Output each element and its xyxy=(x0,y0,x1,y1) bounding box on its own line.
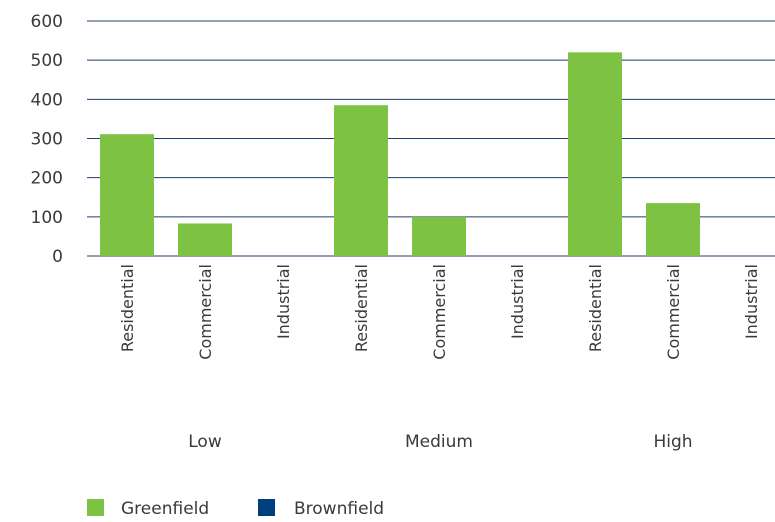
bar-greenfield-medium-residential xyxy=(334,105,388,256)
bar-greenfield-high-residential xyxy=(568,52,622,257)
category-label: Commercial xyxy=(664,264,683,360)
group-label: High xyxy=(653,432,692,452)
y-tick-label: 100 xyxy=(31,208,63,228)
bar-greenfield-medium-commercial xyxy=(412,216,466,256)
y-tick-label: 200 xyxy=(31,169,63,189)
category-label: Residential xyxy=(586,264,605,352)
y-tick-label: 600 xyxy=(31,12,63,32)
category-label: Industrial xyxy=(508,264,527,339)
category-label: Commercial xyxy=(196,264,215,360)
y-tick-label: 0 xyxy=(52,247,63,267)
category-label: Industrial xyxy=(742,264,761,339)
bar-greenfield-low-residential xyxy=(100,134,154,256)
gridlines xyxy=(87,20,775,257)
y-tick-label: 500 xyxy=(31,51,63,71)
category-labels: Residential Commercial Industrial Residenti… xyxy=(118,264,761,360)
category-label: Industrial xyxy=(274,264,293,339)
legend-label-greenfield: Greenfield xyxy=(121,499,209,519)
bar-greenfield-low-commercial xyxy=(178,223,232,256)
group-label: Low xyxy=(188,432,222,452)
category-label: Residential xyxy=(352,264,371,352)
bar-greenfield-high-commercial xyxy=(646,203,700,256)
bars xyxy=(100,52,700,257)
group-label: Medium xyxy=(405,432,473,452)
group-labels: Low Medium High xyxy=(188,432,692,452)
y-axis-ticks: 0 100 200 300 400 500 600 xyxy=(31,12,63,267)
legend-swatch-greenfield xyxy=(87,499,104,516)
category-label: Residential xyxy=(118,264,137,352)
y-tick-label: 400 xyxy=(31,90,63,110)
y-tick-label: 300 xyxy=(31,130,63,150)
legend-swatch-brownfield xyxy=(258,499,275,516)
legend: Greenfield Brownfield xyxy=(87,499,384,519)
category-label: Commercial xyxy=(430,264,449,360)
legend-label-brownfield: Brownfield xyxy=(294,499,384,519)
